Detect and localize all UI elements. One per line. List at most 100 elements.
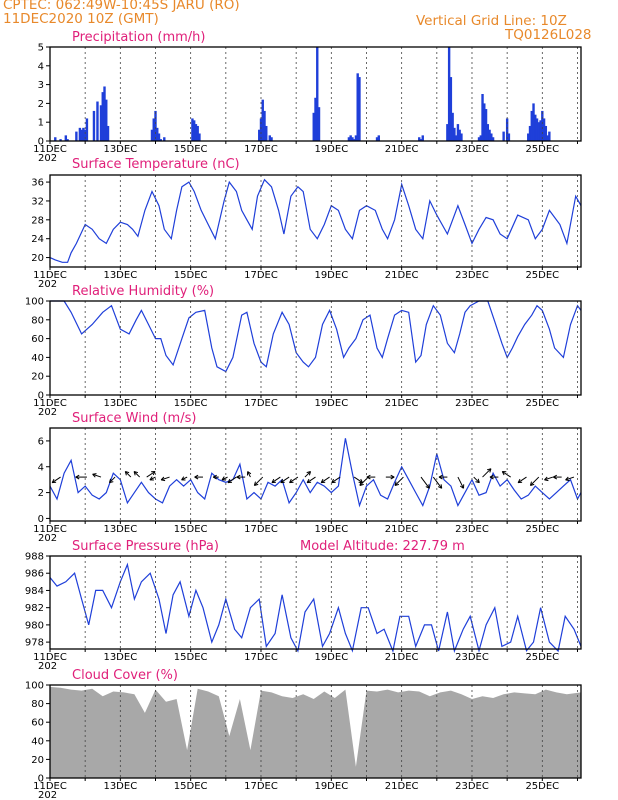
wind-arrow bbox=[253, 476, 264, 486]
wind-arrow bbox=[161, 476, 170, 481]
wind-arrow-head bbox=[475, 478, 480, 484]
x-tick-label: 19DEC bbox=[314, 524, 348, 535]
precip-bar bbox=[159, 139, 162, 141]
precip-bar bbox=[484, 109, 488, 141]
precip-bar bbox=[352, 139, 356, 141]
precip-bar bbox=[446, 124, 449, 141]
precip-bar bbox=[507, 133, 511, 141]
wind-arrow-head bbox=[51, 478, 57, 484]
precip-bar bbox=[194, 124, 198, 141]
precip-bar bbox=[99, 105, 103, 141]
temp-frame bbox=[49, 174, 582, 268]
precip-bar bbox=[78, 127, 82, 141]
wind-arrow-head bbox=[437, 484, 443, 489]
precip-bar bbox=[483, 103, 486, 141]
wind-arrow-head bbox=[320, 478, 326, 484]
wind-arrow bbox=[320, 476, 330, 484]
x-tick-label: 25DEC bbox=[525, 398, 559, 409]
wind-panel bbox=[46, 427, 582, 524]
pres-title: Surface Pressure (hPa) bbox=[72, 539, 219, 554]
precip-bar bbox=[502, 131, 505, 141]
wind-arrow-head bbox=[394, 481, 400, 486]
wind-arrow-head bbox=[501, 470, 507, 476]
x-year-label: 202 bbox=[38, 153, 57, 164]
precip-bar bbox=[191, 118, 194, 141]
wind-arrow bbox=[530, 476, 540, 486]
y-tick-label: 988 bbox=[25, 552, 44, 563]
wind-arrow bbox=[432, 476, 443, 489]
x-tick-label: 17DEC bbox=[244, 781, 278, 792]
wind-arrow-head bbox=[160, 476, 166, 482]
precip-bar bbox=[477, 137, 481, 141]
x-tick-label: 25DEC bbox=[525, 781, 559, 792]
x-tick-label: 23DEC bbox=[455, 144, 489, 155]
precip-bar bbox=[535, 118, 539, 141]
x-tick-label: 19DEC bbox=[314, 144, 348, 155]
wind-arrow bbox=[544, 476, 554, 481]
x-tick-label: 17DEC bbox=[244, 652, 278, 663]
precip-bar bbox=[356, 73, 359, 141]
wind-arrow-head bbox=[75, 474, 80, 480]
precip-bar bbox=[454, 135, 458, 141]
x-tick-label: 13DEC bbox=[103, 144, 137, 155]
x-tick-label: 19DEC bbox=[314, 781, 348, 792]
y-tick-label: 0 bbox=[38, 391, 44, 402]
pres-subtitle: Model Altitude: 227.79 m bbox=[300, 539, 465, 554]
y-tick-label: 36 bbox=[31, 178, 44, 189]
wind-arrow bbox=[109, 476, 116, 484]
x-tick-label: 19DEC bbox=[314, 652, 348, 663]
wind-arrow bbox=[457, 476, 464, 489]
precip-bar bbox=[527, 133, 530, 141]
x-year-label: 202 bbox=[38, 407, 57, 418]
y-tick-label: 60 bbox=[31, 718, 44, 729]
precip-bar bbox=[316, 47, 319, 141]
y-tick-label: 2 bbox=[38, 99, 44, 110]
precip-bar bbox=[375, 137, 379, 141]
y-tick-label: 100 bbox=[25, 681, 44, 692]
precip-bar bbox=[347, 137, 351, 141]
wind-arrow bbox=[271, 476, 281, 484]
wind-arrow bbox=[331, 476, 341, 484]
precip-bar bbox=[54, 137, 57, 141]
precip-bar bbox=[539, 120, 542, 141]
wind-arrow-head bbox=[149, 476, 154, 481]
x-tick-label: 13DEC bbox=[103, 781, 137, 792]
precip-bar bbox=[548, 131, 551, 141]
precip-bar bbox=[154, 110, 157, 141]
rh-frame bbox=[49, 300, 582, 396]
wind-arrow-head bbox=[529, 481, 535, 486]
wind-arrow-head bbox=[280, 478, 285, 484]
wind-arrow-head bbox=[92, 473, 97, 478]
wind-arrow-head bbox=[221, 476, 227, 481]
x-tick-label: 11DEC bbox=[33, 652, 67, 663]
wind-arrow bbox=[482, 468, 492, 478]
y-tick-label: 20 bbox=[31, 372, 44, 383]
precip-bar bbox=[317, 107, 321, 141]
precip-frame bbox=[49, 46, 582, 142]
precip-bar bbox=[544, 125, 548, 141]
x-tick-label: 11DEC bbox=[33, 144, 67, 155]
precip-bar bbox=[265, 125, 268, 141]
rh-panel bbox=[46, 300, 582, 398]
rh-title: Relative Humidity (%) bbox=[72, 284, 214, 299]
y-tick-label: 40 bbox=[31, 353, 44, 364]
y-tick-label: 80 bbox=[31, 315, 44, 326]
wind-arrow-head bbox=[236, 474, 241, 480]
wind-arrow-head bbox=[486, 468, 492, 473]
wind-arrow-head bbox=[151, 470, 156, 476]
wind-arrow-head bbox=[425, 484, 430, 489]
precip-bar bbox=[358, 77, 361, 141]
y-tick-label: 60 bbox=[31, 334, 44, 345]
x-tick-label: 19DEC bbox=[314, 270, 348, 281]
precip-bar bbox=[152, 118, 155, 141]
pres-line bbox=[49, 562, 582, 654]
x-tick-label: 21DEC bbox=[385, 652, 419, 663]
precip-bar bbox=[59, 139, 62, 141]
wind-arrow bbox=[304, 471, 311, 478]
y-tick-label: 5 bbox=[38, 43, 44, 54]
precip-bar bbox=[460, 133, 463, 141]
precip-bar bbox=[354, 135, 358, 141]
precip-panel bbox=[46, 46, 582, 144]
y-tick-label: 0 bbox=[38, 137, 44, 148]
